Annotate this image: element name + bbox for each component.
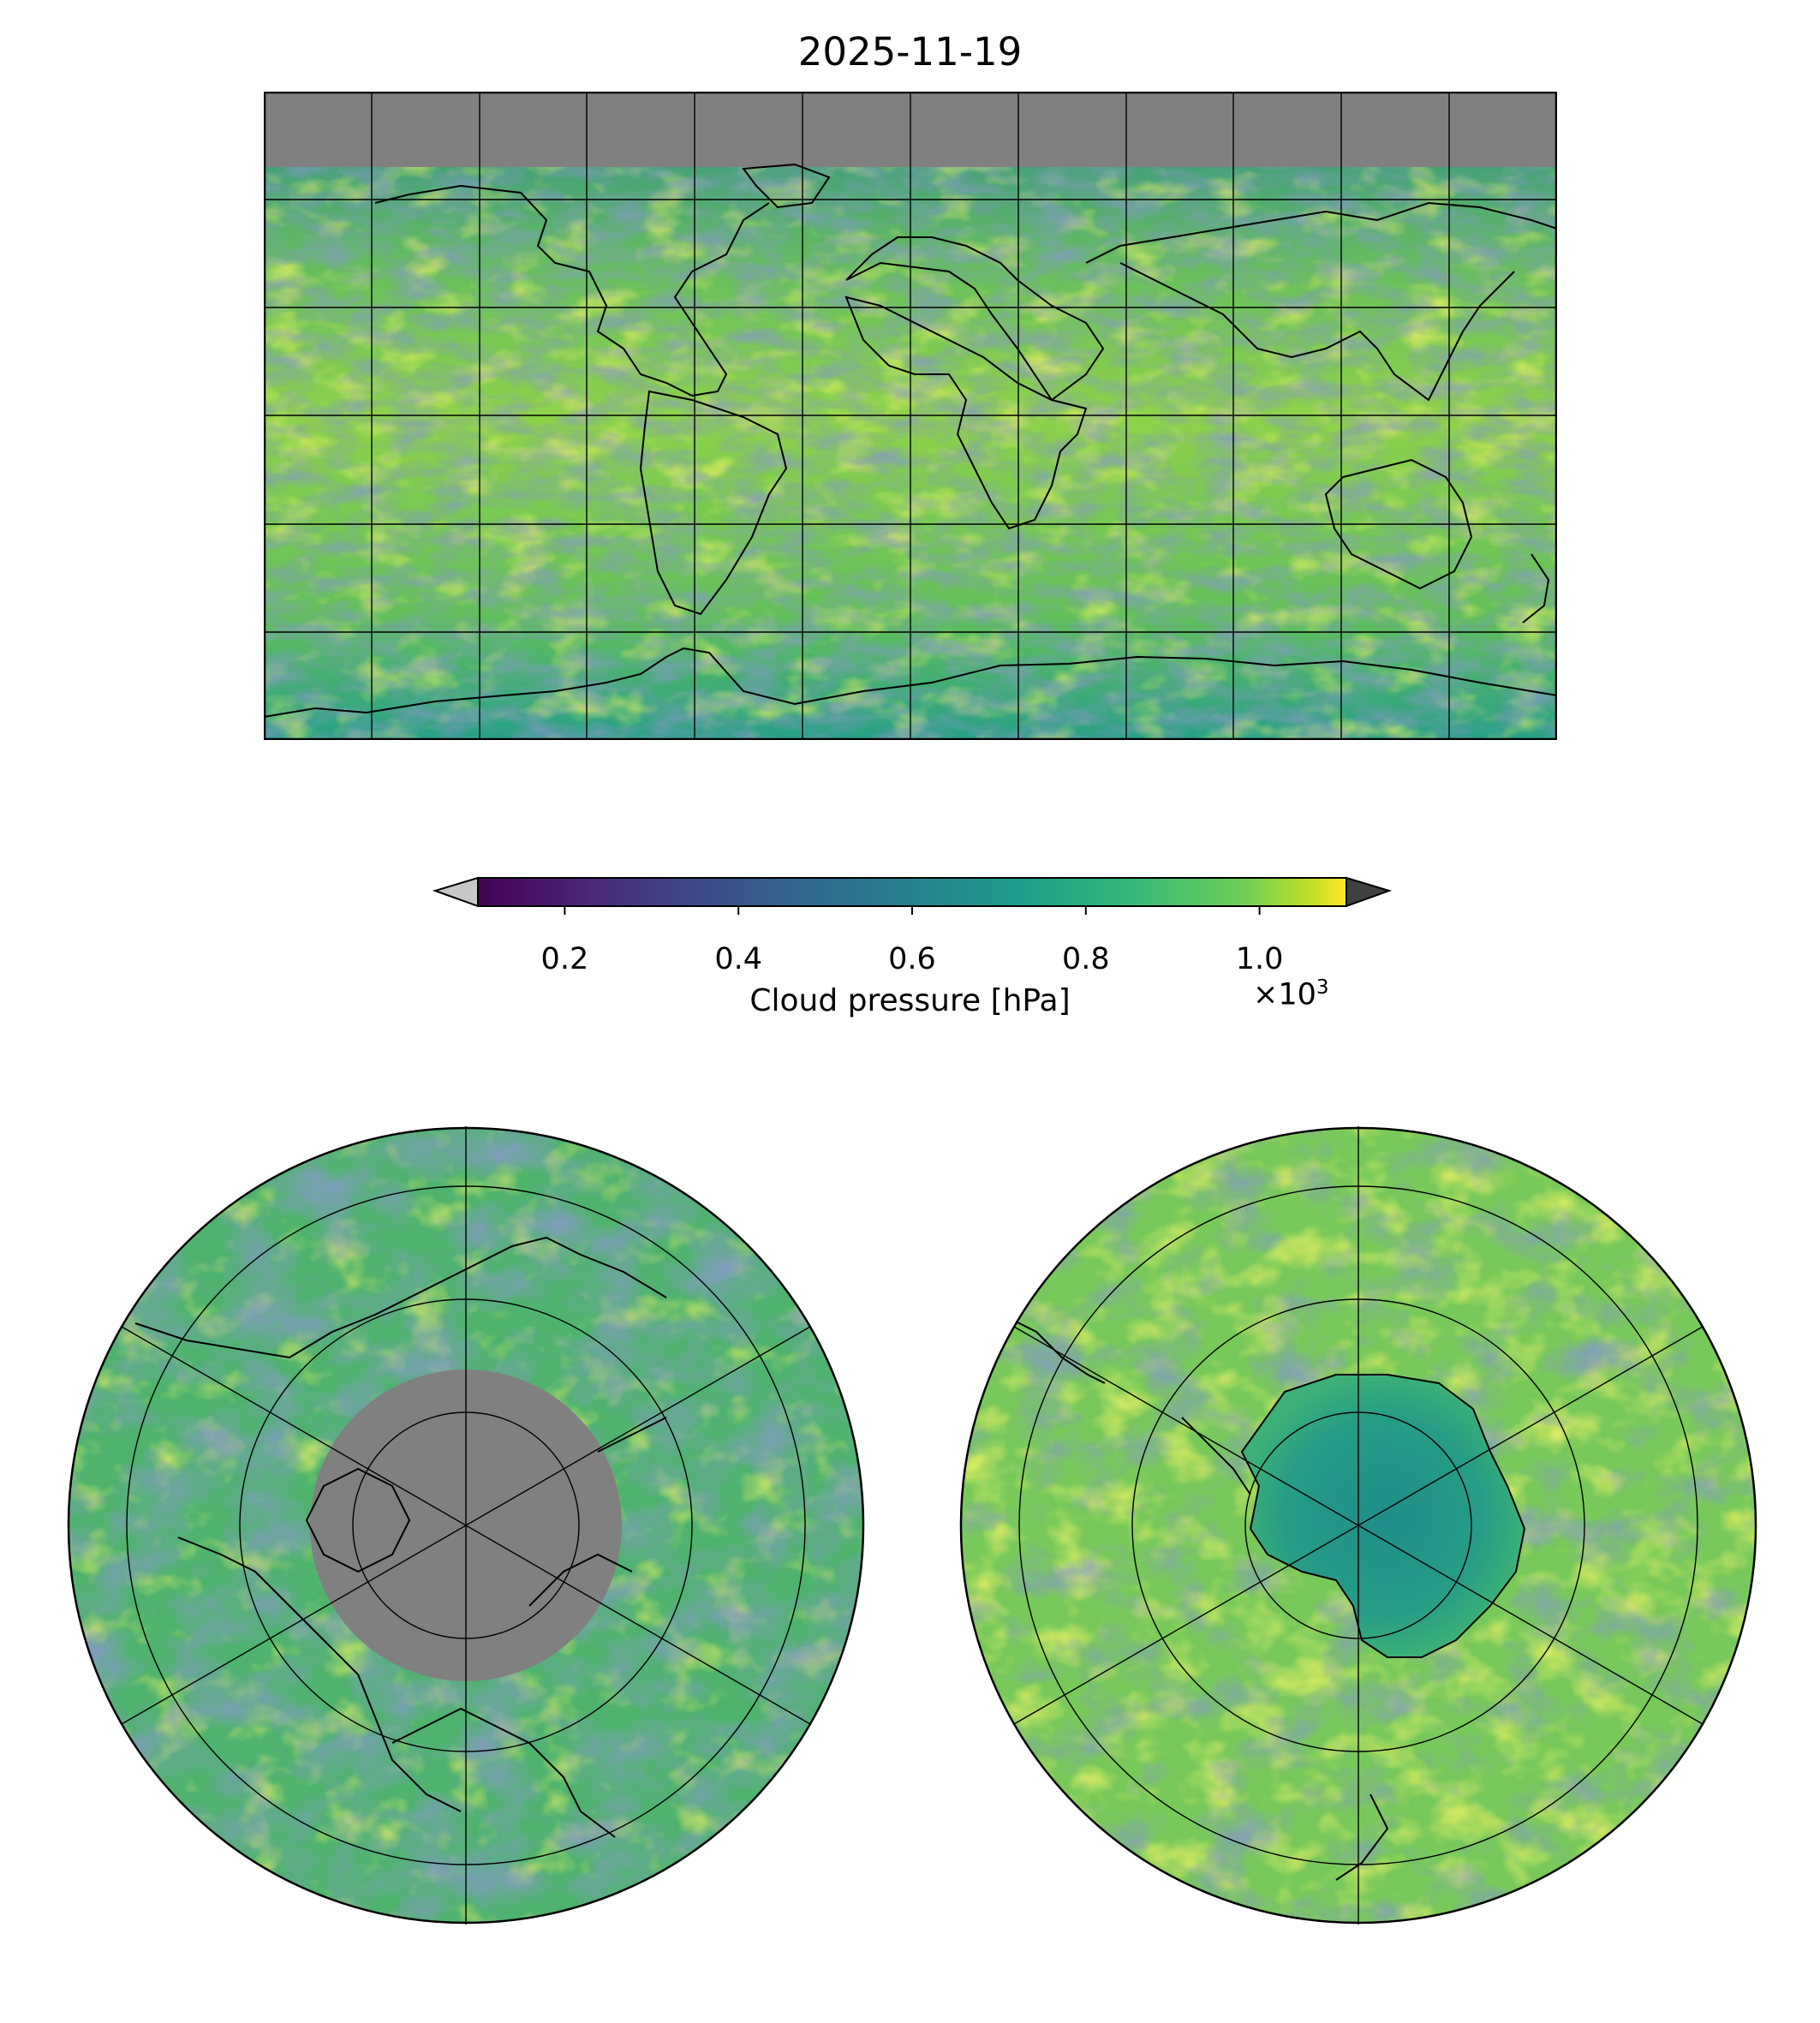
south-graticule (1013, 1126, 1704, 1925)
colorbar-multiplier-exponent: 3 (1316, 976, 1329, 999)
colorbar-canvas (432, 876, 1393, 915)
colorbar-tick-label: 0.2 (540, 942, 589, 976)
colorbar-multiplier-base: ×10 (1253, 977, 1316, 1012)
colorbar-under-extension (432, 876, 479, 908)
global-map-canvas (263, 91, 1558, 741)
south-polar-map (959, 1126, 1757, 1925)
figure-title: 2025-11-19 (797, 29, 1023, 75)
north-polar-canvas (67, 1126, 865, 1925)
colorbar-tick-label: 0.8 (1061, 942, 1110, 976)
colorbar-tick-label: 0.4 (714, 942, 763, 976)
colorbar-gradient (477, 877, 1347, 907)
colorbar-over-extension (1346, 876, 1393, 908)
north-polar-map (67, 1126, 865, 1925)
colorbar-tick-label: 0.6 (888, 942, 936, 976)
colorbar (428, 874, 1396, 959)
north-coastlines (134, 1236, 667, 1838)
colorbar-label: Cloud pressure [hPa] (749, 983, 1071, 1018)
north-graticule (121, 1126, 811, 1925)
graticule (264, 92, 1557, 740)
global-map (263, 91, 1558, 741)
coastlines (263, 163, 1558, 718)
south-polar-canvas (959, 1126, 1757, 1925)
colorbar-multiplier: ×103 (1253, 976, 1329, 1012)
colorbar-tick-label: 1.0 (1235, 942, 1284, 976)
